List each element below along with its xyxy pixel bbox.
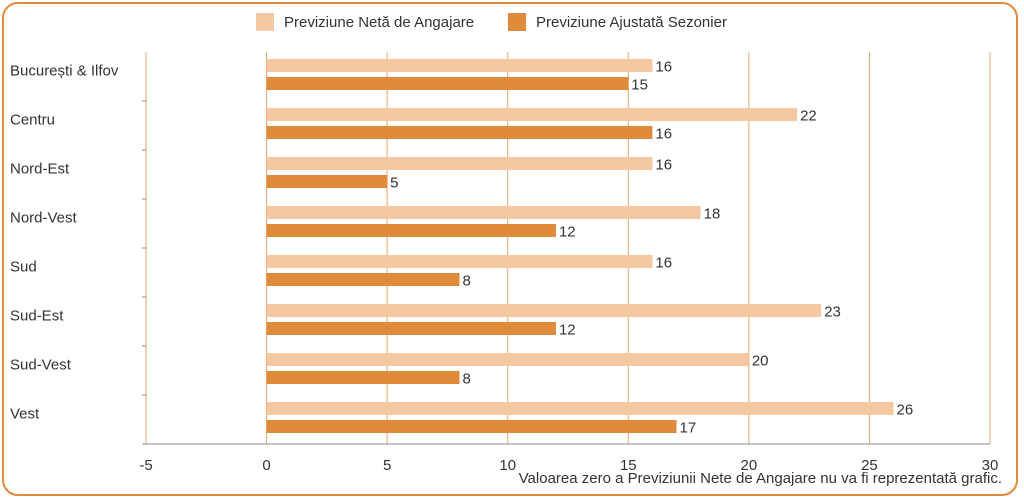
legend-item-seasonally-adjusted: Previziune Ajustată Sezonier [508, 10, 727, 34]
data-label: 8 [462, 371, 470, 388]
bar-seasonally-adjusted [266, 77, 629, 90]
bar-seasonally-adjusted [266, 420, 677, 433]
legend-item-net-forecast: Previziune Netă de Angajare [256, 10, 474, 34]
category-label: Vest [10, 406, 40, 423]
legend-label-seasonally-adjusted: Previziune Ajustată Sezonier [536, 13, 727, 31]
category-label: Centru [10, 112, 55, 129]
bar-seasonally-adjusted [266, 224, 556, 237]
data-label: 22 [800, 108, 817, 125]
legend-label-net-forecast: Previziune Netă de Angajare [284, 13, 475, 31]
bar-net-forecast [266, 108, 798, 121]
category-label: Sud-Est [10, 308, 64, 325]
data-label: 18 [704, 206, 721, 223]
bar-seasonally-adjusted [266, 126, 653, 139]
data-label: 12 [559, 224, 576, 241]
data-label: 20 [752, 353, 769, 370]
category-label: Sud-Vest [10, 357, 72, 374]
legend-swatch-seasonally-adjusted [508, 13, 526, 31]
data-label: 8 [462, 273, 470, 290]
data-label: 23 [824, 304, 841, 321]
data-label: 12 [559, 322, 576, 339]
x-tick-label: 5 [383, 457, 391, 474]
bar-net-forecast [266, 59, 653, 72]
bar-seasonally-adjusted [266, 371, 460, 384]
x-tick-label: 25 [861, 457, 878, 474]
x-tick-label: -5 [139, 457, 152, 474]
x-tick-label: 10 [499, 457, 516, 474]
bar-seasonally-adjusted [266, 322, 556, 335]
bar-net-forecast [266, 353, 749, 366]
bar-net-forecast [266, 304, 822, 317]
category-label: Sud [10, 259, 37, 276]
category-label: Nord-Est [10, 161, 70, 178]
bar-net-forecast [266, 255, 653, 268]
x-tick-label: 30 [982, 457, 999, 474]
data-label: 16 [655, 126, 672, 143]
chart-frame [2, 2, 1018, 496]
bar-net-forecast [266, 157, 653, 170]
x-tick-label: 20 [741, 457, 758, 474]
bar-net-forecast [266, 402, 894, 415]
legend: Previziune Netă de Angajare Previziune A… [0, 10, 1024, 34]
bar-net-forecast [266, 206, 701, 219]
bar-seasonally-adjusted [266, 273, 460, 286]
data-label: 16 [655, 157, 672, 174]
footnote: Valoarea zero a Previziunii Nete de Anga… [518, 470, 1002, 487]
data-label: 5 [390, 175, 398, 192]
category-label: București & Ilfov [10, 63, 119, 80]
data-label: 15 [631, 77, 648, 94]
data-label: 16 [655, 59, 672, 76]
data-label: 26 [897, 402, 914, 419]
bar-seasonally-adjusted [266, 175, 388, 188]
category-label: Nord-Vest [10, 210, 78, 227]
legend-swatch-net-forecast [256, 13, 274, 31]
x-tick-label: 0 [262, 457, 270, 474]
data-label: 17 [680, 420, 697, 437]
data-label: 16 [655, 255, 672, 272]
x-tick-label: 15 [620, 457, 637, 474]
